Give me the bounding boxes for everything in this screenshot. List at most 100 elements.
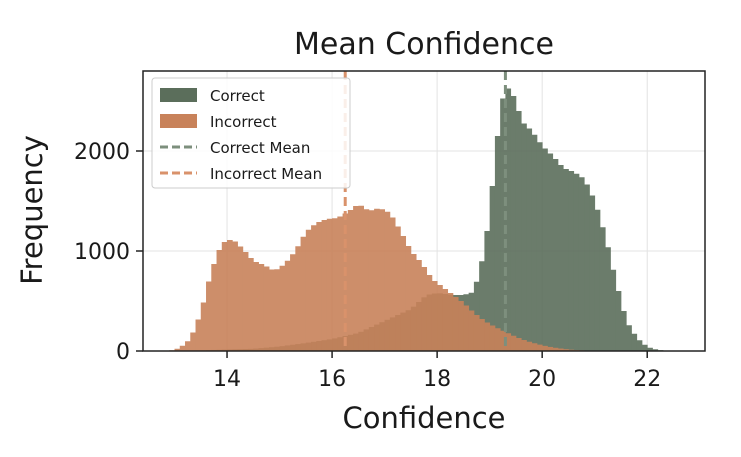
legend-label: Correct (210, 87, 265, 105)
x-tick-label: 16 (318, 367, 346, 392)
histogram-bar (511, 96, 517, 351)
histogram-bar (516, 111, 522, 351)
histogram-bar (542, 346, 548, 351)
histogram-bar (348, 210, 354, 351)
histogram-bar (358, 206, 364, 351)
histogram-bar (180, 346, 186, 351)
histogram-bar (322, 220, 328, 351)
histogram-bar (274, 269, 280, 351)
y-axis-label: Frequency (15, 135, 49, 285)
histogram-bar (385, 212, 391, 351)
histogram-bar (211, 264, 217, 351)
histogram-bar (589, 196, 595, 352)
histogram-bar (190, 333, 196, 352)
y-tick-label: 0 (116, 340, 130, 365)
histogram-bar (537, 345, 543, 351)
histogram-bar (327, 219, 333, 351)
histogram-bar (516, 338, 522, 351)
histogram-bar (332, 218, 338, 351)
histogram-bar (484, 323, 490, 352)
histogram-bar (432, 281, 438, 351)
histogram-bar (448, 293, 454, 351)
histogram-bar (563, 169, 569, 351)
x-tick-label: 18 (423, 367, 451, 392)
histogram-bar (495, 136, 501, 351)
legend-swatch (160, 88, 197, 102)
histogram-bar (379, 209, 385, 351)
histogram-bar (537, 142, 543, 351)
histogram-bar (337, 217, 343, 352)
histogram-bar (490, 326, 496, 352)
histogram-bar (421, 267, 427, 351)
histogram-bar (201, 303, 207, 352)
histogram-bar (600, 227, 606, 351)
histogram-bar (547, 154, 553, 352)
histogram-bar (285, 261, 291, 351)
histogram-bar (264, 267, 270, 352)
histogram-bar (558, 165, 564, 351)
histogram-bar (626, 325, 632, 351)
histogram-bar (374, 209, 380, 351)
histogram-bar (280, 266, 286, 351)
histogram-bar (411, 254, 417, 351)
histogram-bar (574, 174, 580, 351)
x-axis-label: Confidence (342, 401, 505, 435)
histogram-bar (238, 247, 244, 352)
histogram-bar (532, 135, 538, 351)
histogram-bar (526, 129, 532, 352)
histogram-bar (306, 230, 312, 351)
histogram-bar (311, 225, 317, 351)
chart-title: Mean Confidence (294, 27, 554, 62)
histogram-bar (474, 315, 480, 351)
histogram-bar (553, 159, 559, 351)
histogram-bar (217, 250, 223, 351)
histogram-bar (364, 209, 370, 351)
histogram-bar (521, 340, 527, 351)
histogram-bar (406, 246, 412, 351)
histogram-bar (369, 210, 375, 351)
legend-swatch (160, 114, 197, 128)
histogram-bar (463, 306, 469, 352)
histogram-bar (621, 311, 627, 351)
histogram-bar (616, 291, 622, 351)
histogram-bar (206, 282, 212, 352)
histogram-bar (248, 258, 254, 351)
histogram-bar (196, 320, 202, 352)
histogram-bar (442, 289, 448, 351)
x-tick-label: 20 (528, 367, 556, 392)
y-tick-label: 2000 (74, 140, 130, 165)
histogram-bar (301, 237, 307, 351)
histogram-bar (227, 240, 233, 351)
histogram-bar (232, 242, 238, 352)
histogram-bar (243, 252, 249, 351)
histogram-bar (595, 210, 601, 351)
histogram-bar (584, 185, 590, 352)
histogram-bar (579, 177, 585, 351)
histogram-bar (495, 328, 501, 351)
histogram-bar (269, 270, 275, 352)
histogram-bar (526, 342, 532, 351)
histogram-bar (427, 275, 433, 351)
histogram-bar (185, 341, 191, 351)
histogram-bar (453, 297, 459, 351)
histogram-bar (390, 218, 396, 352)
x-tick-label: 22 (633, 367, 661, 392)
histogram-bar (416, 260, 422, 351)
histogram-bar (521, 124, 527, 352)
histogram-bar (458, 301, 464, 351)
histogram-bar (353, 206, 359, 351)
histogram-bar (469, 311, 475, 352)
legend-label: Correct Mean (210, 139, 310, 157)
histogram-bar (479, 319, 485, 351)
histogram-bar (631, 334, 637, 351)
histogram-bar (395, 227, 401, 352)
histogram-bar (610, 270, 616, 351)
histogram-bar (605, 247, 611, 351)
histogram-bar (316, 222, 322, 351)
histogram-bar (511, 336, 517, 351)
x-tick-label: 14 (213, 367, 241, 392)
